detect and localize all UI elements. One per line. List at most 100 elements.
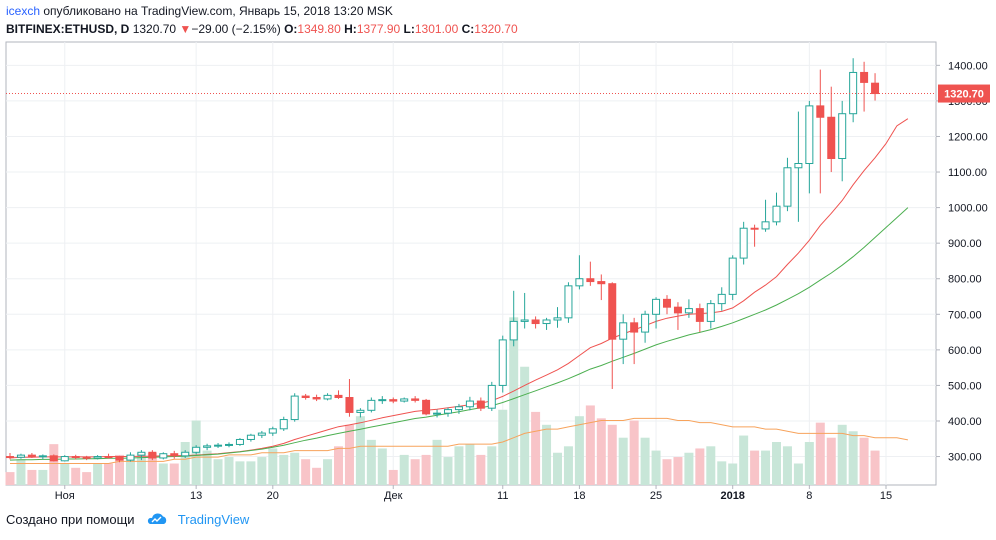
volume-bar [180,442,190,485]
candle-up[interactable] [520,319,529,322]
candle-up[interactable] [772,205,781,223]
candle-down[interactable] [860,71,869,83]
candle-up[interactable] [38,455,47,458]
candle-up[interactable] [290,395,299,421]
candle-up[interactable] [783,167,792,207]
candle-down[interactable] [389,399,398,402]
candle-up[interactable] [465,400,474,408]
candle-up[interactable] [159,453,168,459]
candle-down[interactable] [476,400,485,409]
candle-up[interactable] [400,398,409,402]
time-tick-label: 11 [497,490,508,502]
candle-down[interactable] [827,116,836,160]
candle-up[interactable] [575,278,584,287]
candle-up[interactable] [225,443,233,446]
volume-bar [344,424,354,485]
candles[interactable] [6,58,936,463]
candle-down[interactable] [115,456,124,461]
candle-down[interactable] [49,455,58,462]
price-chart[interactable]: 300.00 400.00 500.00 600.00 700.00 800.00 900.… [0,0,996,510]
candle-up[interactable] [235,438,244,445]
price-tick-label: 1100.00 [948,167,987,179]
candle-up[interactable] [509,320,518,341]
candle-up[interactable] [323,394,332,400]
candle-down[interactable] [170,453,179,457]
candle-down[interactable] [695,308,704,322]
candle-down[interactable] [312,397,321,400]
candle-down[interactable] [148,451,157,459]
candle-up[interactable] [93,456,102,459]
candle-up[interactable] [126,454,135,461]
candle-down[interactable] [27,454,36,458]
candle-up[interactable] [652,298,661,315]
candle-down[interactable] [334,394,343,399]
candle-up[interactable] [487,384,496,409]
publication-header: icexch опубликовано на TradingView.com, … [6,4,393,18]
volume-bar [104,463,114,485]
candle-down[interactable] [750,227,759,230]
candle-up[interactable] [761,221,770,230]
candle-down[interactable] [71,456,80,459]
candle-down[interactable] [345,397,354,413]
candle-up[interactable] [137,451,146,456]
candle-up[interactable] [214,444,223,447]
candle-down[interactable] [531,319,540,325]
candle-up[interactable] [684,308,693,314]
candle-down[interactable] [104,456,113,459]
candle-up[interactable] [16,454,25,458]
candle-up[interactable] [838,113,847,160]
candle-up[interactable] [60,456,69,462]
tradingview-brand[interactable]: TradingView [177,512,250,527]
candle-up[interactable] [739,227,748,259]
candle-up[interactable] [706,303,715,322]
candle-up[interactable] [192,446,201,453]
candle-down[interactable] [673,306,682,314]
price-axis[interactable]: 300.00 400.00 500.00 600.00 700.00 800.00 900.… [936,60,990,464]
candle-down[interactable] [630,322,639,333]
candle-up[interactable] [717,293,726,305]
candle-up[interactable] [203,445,212,448]
candle-up[interactable] [619,322,628,340]
tradingview-cloud-icon[interactable] [146,512,168,526]
change-down-icon: ▼ [179,22,192,36]
candle-down[interactable] [586,278,595,283]
candle-up[interactable] [356,409,365,413]
candle-up[interactable] [367,399,376,411]
candle-down[interactable] [411,398,420,401]
author-link[interactable]: icexch [6,4,41,18]
candle-down[interactable] [6,456,14,459]
candle-down[interactable] [422,399,431,415]
candle-up[interactable] [542,319,551,325]
volume-bar [71,467,81,485]
candle-up[interactable] [257,432,266,436]
candle-down[interactable] [816,105,825,118]
volume-bar [465,444,475,485]
candle-down[interactable] [663,298,671,308]
volume-bar [793,463,803,485]
time-axis[interactable]: Ноя 13 20 Дек 11 18 25 2018 8 15 [55,485,892,502]
candle-up[interactable] [279,419,288,430]
candle-up[interactable] [444,409,452,414]
candle-up[interactable] [641,313,650,333]
candle-up[interactable] [553,317,562,321]
candle-up[interactable] [498,339,507,386]
candle-up[interactable] [805,105,814,164]
candle-up[interactable] [794,162,803,169]
candle-up[interactable] [433,412,442,415]
candle-up[interactable] [378,399,387,402]
volume-bar [213,459,223,485]
candle-down[interactable] [82,456,91,459]
candle-up[interactable] [268,428,277,434]
candle-up[interactable] [454,406,463,411]
candle-up[interactable] [728,257,737,295]
candle-up[interactable] [246,434,255,440]
candle-down[interactable] [597,281,606,285]
candle-up[interactable] [181,451,190,457]
candle-up[interactable] [564,285,573,319]
volume-bar [169,463,179,485]
candle-down[interactable] [871,82,880,95]
candle-down[interactable] [301,395,310,399]
candle-down[interactable] [608,283,617,340]
volume-bar [761,450,771,485]
volume-bar [651,450,661,485]
